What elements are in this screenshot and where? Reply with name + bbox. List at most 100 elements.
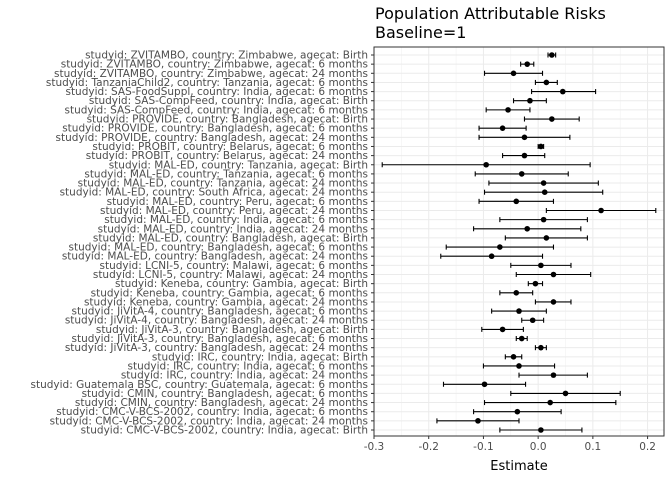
data-point — [518, 335, 525, 342]
y-tick-label: studyid: JiVitA-3, country: Bangladesh, … — [71, 333, 368, 345]
data-point — [510, 70, 517, 77]
data-point — [516, 363, 522, 369]
y-tick-label: studyid: Keneba, country: Gambia, agecat… — [115, 278, 368, 290]
data-point — [529, 317, 536, 324]
y-axis-labels: studyid: ZVITAMBO, country: Zimbabwe, ag… — [30, 50, 368, 437]
data-point — [497, 244, 503, 250]
y-tick-label: studyid: PROVIDE, country: Bangladesh, a… — [56, 132, 368, 144]
data-point — [550, 271, 557, 278]
y-tick-label: studyid: PROVIDE, country: Bangladesh, a… — [87, 114, 368, 126]
y-tick-label: studyid: Guatemala BSC, country: Guatema… — [30, 379, 368, 391]
data-point — [481, 381, 488, 388]
data-point — [513, 198, 520, 205]
x-tick-label: 0.2 — [639, 441, 656, 453]
data-point — [524, 225, 531, 232]
y-tick-label: studyid: MAL-ED, country: Bangladesh, ag… — [69, 242, 369, 254]
y-tick-label: studyid: MAL-ED, country: Tanzania, agec… — [109, 159, 368, 171]
x-tick-label: -0.2 — [418, 441, 439, 453]
data-point — [550, 299, 557, 305]
y-tick-label: studyid: SAS-CompFeed, country: India, a… — [65, 104, 369, 116]
data-point — [488, 253, 495, 260]
chart-title-block: Population Attributable Risks Baseline=1 — [375, 4, 606, 42]
data-point — [475, 418, 481, 424]
data-point — [547, 399, 553, 406]
data-point — [505, 107, 511, 113]
data-point — [540, 216, 547, 223]
panel-border — [373, 46, 665, 437]
data-point — [514, 408, 521, 415]
data-point — [540, 180, 547, 186]
panel-background — [374, 47, 664, 436]
data-point — [549, 116, 555, 122]
data-point — [541, 189, 548, 195]
y-tick-label: studyid: CMIN, country: Bangladesh, agec… — [75, 397, 368, 409]
data-point — [499, 326, 506, 333]
data-point — [550, 372, 557, 378]
y-tick-label: studyid: MAL-ED, country: Peru, agecat: … — [100, 205, 368, 217]
data-point — [524, 61, 531, 67]
y-tick-label: studyid: JiVitA-4, country: Bangladesh, … — [71, 306, 368, 318]
x-tick-label: -0.1 — [473, 441, 494, 453]
x-tick-label: 0.0 — [530, 441, 547, 453]
y-tick-label: studyid: TanzaniaChild2, country: Tanzan… — [46, 77, 368, 89]
chart-subtitle: Baseline=1 — [375, 23, 467, 42]
y-tick-label: studyid: CMC-V-BCS-2002, country: India,… — [56, 406, 368, 418]
y-tick-label: studyid: IRC, country: India, agecat: 6 … — [128, 360, 369, 372]
y-tick-label: studyid: MAL-ED, country: India, agecat:… — [104, 214, 368, 226]
y-tick-label: studyid: MAL-ED, country: Tanzania, agec… — [84, 168, 368, 180]
y-tick-label: studyid: MAL-ED, country: Bangladesh, ag… — [93, 232, 368, 244]
y-tick-label: studyid: MAL-ED, country: Peru, agecat: … — [107, 196, 368, 208]
y-tick-label: studyid: JiVitA-3, country: Bangladesh, … — [96, 324, 368, 336]
y-tick-label: studyid: Keneba, country: Gambia, agecat… — [91, 287, 368, 299]
data-point — [516, 308, 522, 314]
y-tick-label: studyid: PROVIDE, country: Bangladesh, a… — [62, 123, 368, 135]
x-axis-label: Estimate — [490, 459, 547, 474]
data-point — [527, 97, 533, 104]
data-point — [510, 354, 517, 360]
y-tick-label: studyid: CMIN, country: Bangladesh, agec… — [82, 388, 368, 400]
y-tick-label: studyid: IRC, country: India, agecat: 24… — [121, 370, 368, 382]
y-tick-label: studyid: ZVITAMBO, country: Zimbabwe, ag… — [61, 59, 368, 71]
y-tick-label: studyid: ZVITAMBO, country: Zimbabwe, ag… — [54, 68, 368, 80]
data-point — [538, 344, 544, 351]
data-point — [559, 88, 566, 95]
y-tick-label: studyid: IRC, country: India, agecat: Bi… — [152, 351, 368, 363]
y-tick-label: studyid: LCNI-5, country: Malawi, agecat… — [93, 269, 368, 281]
x-tick-label: -0.3 — [364, 441, 385, 453]
y-tick-label: studyid: MAL-ED, country: India, agecat:… — [98, 223, 368, 235]
y-tick-label: studyid: Keneba, country: Gambia, agecat… — [84, 296, 368, 308]
data-point — [543, 235, 550, 241]
y-tick-label: studyid: CMC-V-BCS-2002, country: India,… — [50, 415, 368, 427]
y-tick-label: studyid: MAL-ED, country: Bangladesh, ag… — [62, 251, 368, 263]
data-point — [532, 280, 539, 287]
y-tick-label: studyid: PROBIT, country: Belarus, ageca… — [86, 150, 368, 162]
y-tick-label: studyid: SAS-CompFeed, country: India, a… — [89, 95, 368, 107]
y-tick-label: studyid: JiVitA-4, country: Bangladesh, … — [65, 315, 368, 327]
y-tick-label: studyid: MAL-ED, country: South Africa, … — [60, 187, 368, 199]
data-point — [549, 52, 555, 58]
y-tick-label: studyid: MAL-ED, country: Tanzania, agec… — [78, 178, 368, 190]
data-point — [538, 143, 544, 150]
chart-title: Population Attributable Risks — [375, 4, 606, 23]
data-point — [513, 290, 520, 296]
data-point — [518, 171, 525, 177]
data-point — [521, 152, 528, 159]
y-tick-label: studyid: SAS-FoodSuppl, country: India, … — [65, 86, 368, 98]
data-point — [521, 134, 528, 141]
y-tick-label: studyid: ZVITAMBO, country: Zimbabwe, ag… — [85, 50, 368, 62]
y-tick-label: studyid: CMC-V-BCS-2002, country: India,… — [81, 425, 368, 437]
data-point — [543, 79, 550, 86]
y-tick-label: studyid: JiVitA-3, country: Bangladesh, … — [65, 342, 368, 354]
y-tick-label: studyid: PROBIT, country: Belarus, ageca… — [92, 141, 368, 153]
data-marks — [381, 52, 657, 433]
x-tick-label: 0.1 — [585, 441, 602, 453]
data-point — [562, 390, 569, 397]
data-point — [538, 262, 544, 269]
y-tick-label: studyid: LCNI-5, country: Malawi, agecat… — [100, 260, 368, 272]
x-axis: -0.3 -0.2 -0.1 0.0 0.1 0.2 — [364, 436, 656, 453]
data-point — [598, 207, 604, 214]
data-point — [499, 125, 506, 131]
data-point — [538, 427, 544, 433]
data-point — [483, 161, 489, 168]
